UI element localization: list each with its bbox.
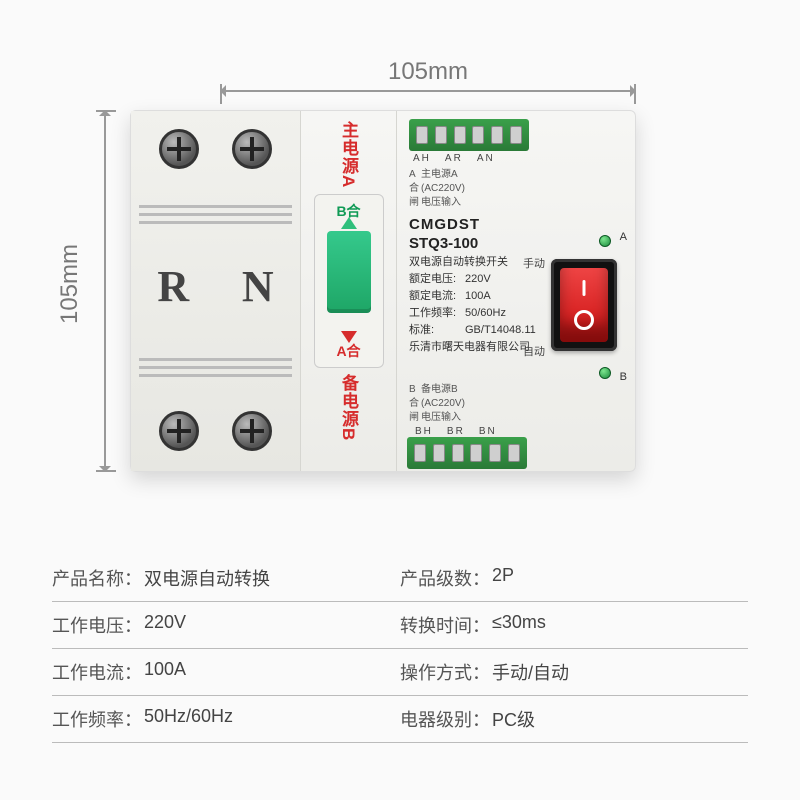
led-indicator-b [599, 367, 611, 379]
terminal-bot-labels: BH BR BN [411, 426, 497, 437]
table-row: 工作电流：100A 操作方式：手动/自动 [52, 649, 748, 696]
terminal-top-labels: AH AR AN [409, 153, 625, 164]
info-lines-top: A主电源A 合(AC220V) 闸电压输入 [409, 168, 625, 210]
rn-module: R N [131, 111, 301, 471]
dimension-height-label: 105mm [56, 244, 84, 324]
main-power-label: 主电源A [336, 121, 361, 188]
terminal-block-bottom [407, 437, 527, 469]
pole-label-r: R [157, 261, 189, 312]
toggle-a-label: A合 [315, 341, 383, 361]
manual-label: 手动 [523, 255, 545, 271]
model-label: STQ3-100 [409, 235, 625, 252]
rocker-switch[interactable] [551, 259, 617, 351]
led-indicator-a [599, 235, 611, 247]
arrow-up-icon [341, 217, 357, 229]
screw-icon [159, 129, 199, 169]
toggle-column: 主电源A B合 A合 备电源B [301, 111, 397, 471]
brand-label: CMGDST [409, 216, 625, 233]
screw-icon [159, 411, 199, 451]
dimension-width-label: 105mm [388, 58, 468, 85]
terminal-block-top [409, 119, 529, 151]
info-panel: AH AR AN A主电源A 合(AC220V) 闸电压输入 CMGDST ST… [397, 111, 635, 471]
auto-label: 自动 [523, 343, 545, 359]
backup-power-label: 备电源B [336, 374, 361, 441]
dimension-height: 105mm [90, 110, 120, 472]
screw-icon [232, 129, 272, 169]
led-b-label: B [620, 371, 627, 383]
table-row: 工作频率：50Hz/60Hz 电器级别：PC级 [52, 696, 748, 743]
device-body: R N 主电源A B合 A合 备电源B AH AR AN [130, 110, 636, 472]
table-row: 工作电压：220V 转换时间：≤30ms [52, 602, 748, 649]
toggle-handle[interactable] [327, 231, 371, 313]
info-lines-bottom: B备电源B 合(AC220V) 闸电压输入 [409, 383, 465, 425]
transfer-toggle[interactable]: B合 A合 [314, 194, 384, 368]
screw-icon [232, 411, 272, 451]
spec-table: 产品名称：双电源自动转换 产品级数：2P 工作电压：220V 转换时间：≤30m… [52, 555, 748, 743]
table-row: 产品名称：双电源自动转换 产品级数：2P [52, 555, 748, 602]
led-a-label: A [620, 231, 627, 243]
pole-label-n: N [242, 261, 274, 312]
dimension-width: 105mm [220, 58, 636, 92]
